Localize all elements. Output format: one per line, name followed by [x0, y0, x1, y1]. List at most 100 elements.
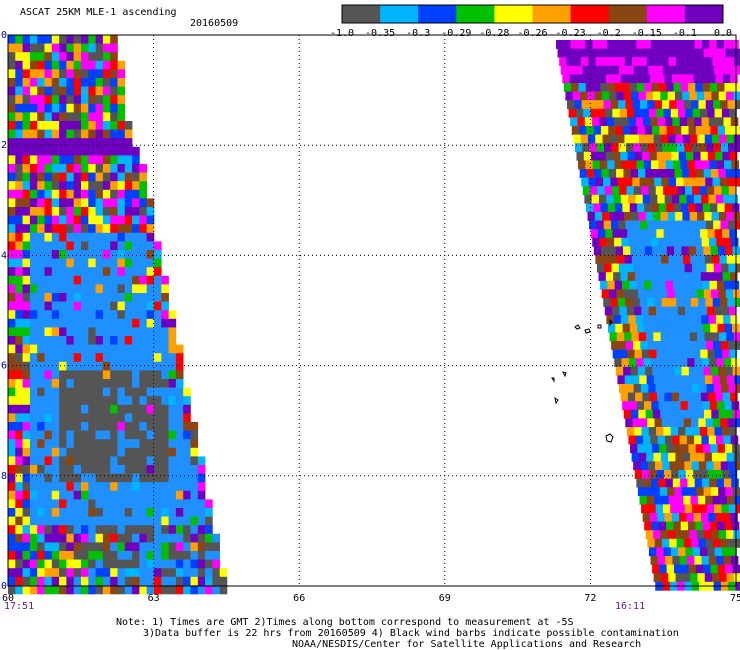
swath-cell: [59, 241, 67, 251]
swath-cell: [44, 146, 53, 156]
swath-cell: [22, 69, 31, 79]
swath-cell: [117, 60, 126, 70]
swath-cell: [15, 490, 23, 500]
swath-cell: [628, 194, 636, 204]
swath-cell: [44, 60, 53, 70]
swath-cell: [653, 530, 661, 540]
swath-cell: [29, 60, 38, 70]
swath-cell: [702, 40, 710, 49]
swath-cell: [168, 318, 177, 328]
swath-cell: [146, 508, 155, 517]
swath-cell: [639, 298, 648, 307]
swath-cell: [570, 40, 579, 49]
swath-cell: [161, 387, 169, 397]
swath-cell: [8, 43, 16, 53]
swath-cell: [81, 241, 89, 251]
swath-cell: [22, 250, 31, 259]
swath-cell: [81, 473, 89, 483]
swath-cell: [8, 430, 16, 440]
swath-cell: [642, 272, 650, 282]
swath-cell: [8, 310, 16, 320]
swath-cell: [73, 103, 82, 113]
swath-cell: [685, 427, 693, 436]
swath-cell: [44, 86, 53, 96]
swath-cell: [161, 344, 169, 354]
swath-cell: [168, 525, 177, 535]
swath-cell: [581, 177, 589, 187]
swath-cell: [132, 344, 140, 354]
swath-cell: [44, 516, 53, 526]
swath-cell: [672, 478, 681, 488]
swath-cell: [124, 516, 133, 526]
swath-cell: [716, 237, 724, 247]
swath-cell: [81, 129, 89, 139]
swath-cell: [168, 310, 177, 320]
island-outline: [574, 324, 581, 330]
swath-cell: [727, 298, 735, 307]
swath-cell: [110, 456, 118, 466]
swath-cell: [37, 103, 45, 113]
swath-cell: [154, 379, 162, 388]
swath-cell: [29, 318, 38, 328]
swath-cell: [668, 495, 677, 505]
swath-cell: [139, 396, 147, 406]
swath-cell: [37, 258, 45, 268]
swath-cell: [607, 323, 616, 333]
swath-cell: [627, 151, 636, 161]
swath-cell: [73, 482, 82, 492]
swath-cell: [29, 533, 38, 543]
swath-cell: [693, 349, 701, 359]
swath-cell: [701, 358, 710, 368]
swath-cell: [139, 576, 147, 586]
swath-cell: [88, 559, 96, 569]
swath-cell: [95, 250, 104, 259]
swath-cell: [29, 43, 38, 53]
swath-cell: [161, 353, 169, 363]
swath-cell: [601, 48, 609, 58]
swath-cell: [132, 499, 140, 509]
swath-cell: [117, 275, 126, 285]
swath-cell: [73, 576, 82, 586]
swath-cell: [608, 48, 617, 58]
swath-cell: [645, 91, 654, 101]
swath-cell: [124, 456, 133, 466]
swath-cell: [8, 95, 16, 105]
swath-cell: [629, 40, 637, 49]
colorbar-tick-label: -0.28: [479, 28, 509, 39]
swath-cell: [646, 57, 655, 67]
swath-cell: [650, 194, 658, 204]
swath-cell: [646, 452, 654, 462]
swath-cell: [700, 392, 709, 402]
swath-cell: [102, 508, 111, 517]
swath-cell: [22, 533, 31, 543]
swath-cell: [670, 384, 678, 393]
swath-cell: [161, 585, 169, 595]
swath-cell: [683, 418, 692, 428]
swath-cell: [168, 379, 177, 388]
swath-cell: [725, 564, 733, 574]
swath-cell: [720, 461, 729, 471]
swath-cell: [8, 129, 16, 139]
swath-cell: [703, 246, 711, 256]
swath-cell: [670, 108, 679, 118]
x-tick-label: 60: [2, 593, 14, 604]
swath-cell: [731, 358, 739, 368]
swath-cell: [660, 409, 668, 419]
swath-cell: [110, 181, 118, 191]
swath-cell: [653, 452, 662, 462]
swath-cell: [576, 74, 585, 84]
swath-cell: [168, 482, 177, 492]
swath-cell: [168, 439, 177, 449]
swath-cell: [709, 237, 717, 247]
swath-cell: [154, 387, 162, 397]
swath-cell: [44, 52, 53, 62]
swath-cell: [132, 241, 140, 251]
swath-cell: [154, 422, 162, 431]
swath-cell: [730, 435, 739, 445]
swath-cell: [197, 525, 206, 535]
swath-cell: [168, 499, 177, 509]
swath-cell: [623, 91, 632, 101]
swath-cell: [117, 267, 126, 277]
swath-cell: [154, 293, 162, 302]
